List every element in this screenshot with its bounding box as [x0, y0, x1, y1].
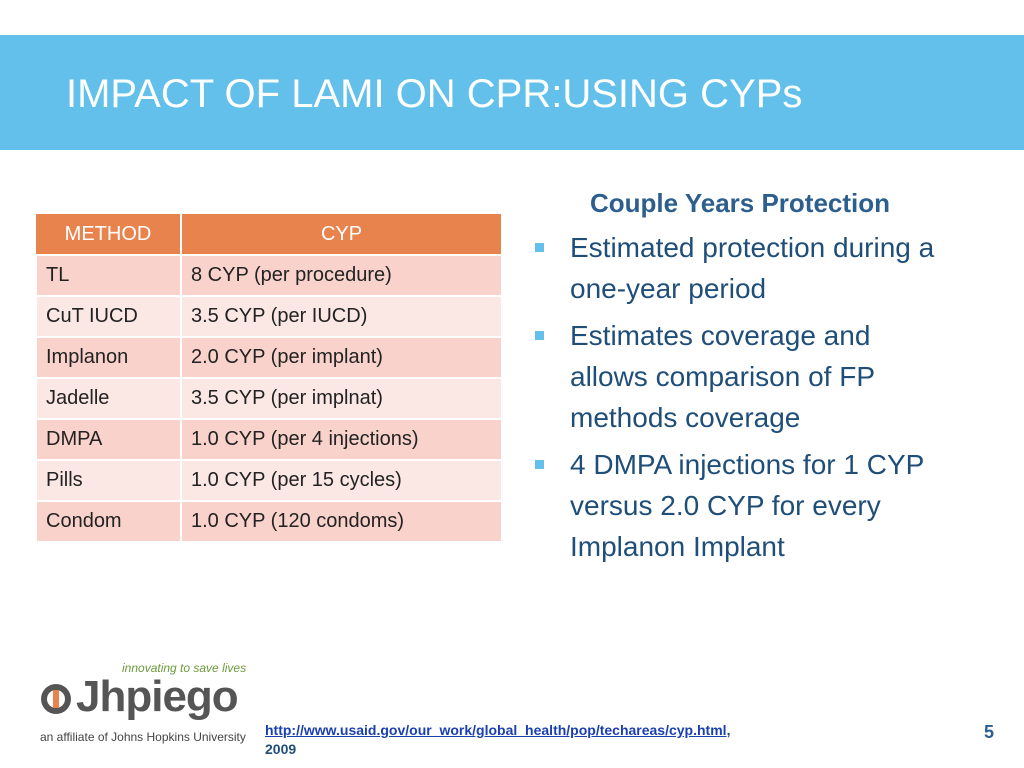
- table-row: Pills 1.0 CYP (per 15 cycles): [35, 459, 503, 502]
- table-cell: 3.5 CYP (per IUCD): [180, 295, 503, 338]
- table-cell: 3.5 CYP (per implnat): [180, 377, 503, 420]
- table-row: Jadelle 3.5 CYP (per implnat): [35, 377, 503, 420]
- bullet: Estimated protection during a one-year p…: [530, 227, 950, 309]
- cyp-table: METHOD CYP TL 8 CYP (per procedure) CuT IUCD…: [35, 214, 503, 543]
- table-cell: CuT IUCD: [35, 295, 182, 338]
- table-cell: Implanon: [35, 336, 182, 379]
- bullet-list: Estimated protection during a one-year p…: [530, 227, 950, 567]
- header-row: METHOD CYP: [36, 214, 503, 255]
- table-cell: Condom: [35, 500, 182, 543]
- footer-year: 2009: [265, 741, 297, 757]
- table-cell: 1.0 CYP (per 15 cycles): [180, 459, 503, 502]
- logo-affiliation: an affiliate of Johns Hopkins University: [40, 730, 246, 744]
- bullet: Estimates coverage and allows comparison…: [530, 315, 950, 438]
- source-link[interactable]: http://www.usaid.gov/our_work/global_hea…: [265, 722, 727, 738]
- column-header: METHOD: [36, 214, 182, 255]
- logo-tagline: innovating to save lives: [122, 661, 247, 675]
- table-cell: DMPA: [35, 418, 182, 461]
- table-cell: 8 CYP (per procedure): [180, 254, 503, 297]
- table-row: Implanon 2.0 CYP (per implant): [35, 336, 503, 379]
- table-row: TL 8 CYP (per procedure): [35, 254, 503, 297]
- column-header: CYP: [181, 214, 503, 255]
- title-bar: [0, 35, 1024, 150]
- panel: Couple Years Protection Estimated protec…: [530, 188, 950, 573]
- table-cell: Jadelle: [35, 377, 182, 420]
- panel-heading: Couple Years Protection: [589, 188, 891, 218]
- slide-title: IMPACT OF LAMI ON CPR:USING CYPs: [66, 72, 803, 116]
- logo-icon: [41, 684, 71, 714]
- link-suffix: ,: [726, 722, 731, 738]
- table-cell: TL: [35, 254, 182, 297]
- logo-name: Jhpiego: [76, 672, 239, 721]
- table-cell: Pills: [35, 459, 182, 502]
- table-cell: 2.0 CYP (per implant): [180, 336, 503, 379]
- bullet: 4 DMPA injections for 1 CYP versus 2.0 C…: [530, 444, 950, 567]
- footer-source: http://www.usaid.gov/our_work/global_hea…: [265, 722, 730, 738]
- page-number: 5: [984, 722, 995, 742]
- table-row: DMPA 1.0 CYP (per 4 injections): [35, 418, 503, 461]
- table-row: CuT IUCD 3.5 CYP (per IUCD): [35, 295, 503, 338]
- table-row: Condom 1.0 CYP (120 condoms): [35, 500, 503, 543]
- table-cell: 1.0 CYP (120 condoms): [180, 500, 503, 543]
- table-cell: 1.0 CYP (per 4 injections): [180, 418, 503, 461]
